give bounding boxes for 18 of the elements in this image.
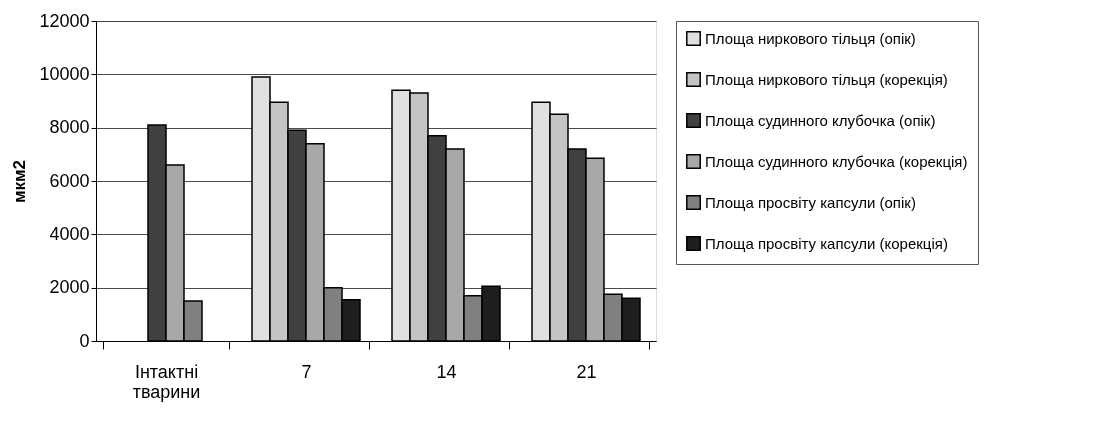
y-tick-label: 0 bbox=[79, 330, 90, 351]
x-tick-label: 21 bbox=[576, 361, 597, 382]
y-tick-label: 6000 bbox=[49, 170, 90, 191]
y-tick-label: 8000 bbox=[49, 117, 90, 138]
legend-label: Площа просвіту капсули (корекція) bbox=[705, 234, 948, 252]
y-axis-title: мкм2 bbox=[10, 159, 30, 204]
legend-label: Площа ниркового тільця (корекція) bbox=[705, 70, 948, 88]
legend-label: Площа судинного клубочка (опік) bbox=[705, 111, 936, 129]
x-tick-label: 14 bbox=[436, 361, 457, 382]
y-tick-label: 2000 bbox=[49, 277, 90, 298]
y-tick-label: 12000 bbox=[39, 10, 90, 31]
x-tick-label: Інтактні тварини bbox=[132, 361, 201, 402]
y-tick-label: 10000 bbox=[39, 63, 90, 84]
legend-label: Площа ниркового тільця (опік) bbox=[705, 29, 916, 47]
legend-label: Площа судинного клубочка (корекція) bbox=[705, 152, 968, 170]
legend-label: Площа просвіту капсули (опік) bbox=[705, 193, 916, 211]
y-tick-label: 4000 bbox=[49, 223, 90, 244]
x-tick-label: 7 bbox=[301, 361, 312, 382]
